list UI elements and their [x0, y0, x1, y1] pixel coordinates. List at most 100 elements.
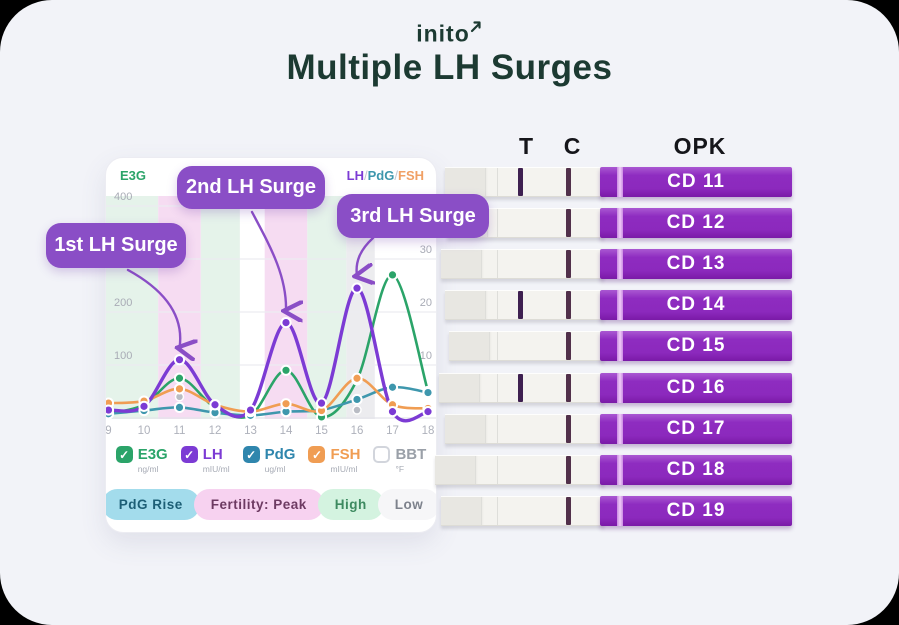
- opk-header-t-line: T: [518, 133, 534, 159]
- x-axis-tick: 9: [106, 425, 112, 437]
- x-axis-tick: 15: [315, 425, 328, 437]
- x-axis-tick: 18: [422, 425, 435, 437]
- cassette-window-edge: [497, 168, 498, 196]
- status-tag-fertility-peak: Fertility: Peak: [193, 489, 324, 520]
- cassette-window-edge: [497, 291, 498, 320]
- opk-strip-cd-18: CD 18: [0, 454, 899, 485]
- cycle-day-label: CD 18: [666, 458, 726, 480]
- banner-highlight-stripe: [617, 454, 623, 485]
- fertility-status-tags: PdG Rise Fertility: Peak High Low: [106, 489, 436, 520]
- cycle-day-banner: CD 18: [600, 454, 792, 485]
- fertility-band-high: [307, 196, 347, 419]
- right-axis-lh: LH: [346, 168, 365, 183]
- inito-logo: inito: [0, 20, 899, 48]
- cycle-day-label: CD 16: [666, 376, 726, 398]
- cassette-window-edge: [497, 332, 498, 361]
- control-line: [566, 291, 571, 320]
- checked-checkbox-pdg[interactable]: ✓: [242, 446, 260, 463]
- legend-label: BBT: [395, 446, 427, 463]
- callout-first-lh-surge: 1st LH Surge: [46, 223, 186, 268]
- legend-item-bbt: BBT °F: [373, 446, 426, 474]
- x-axis-tick: 13: [244, 425, 257, 437]
- checked-checkbox-lh[interactable]: ✓: [180, 446, 198, 463]
- x-axis-tick: 11: [174, 425, 186, 437]
- cycle-day-label: CD 15: [666, 335, 726, 357]
- control-line: [566, 496, 571, 525]
- data-point-lh-cd13: [244, 404, 257, 416]
- banner-highlight-stripe: [617, 372, 623, 403]
- control-line: [566, 250, 571, 279]
- cycle-day-banner: CD 11: [600, 167, 792, 197]
- opk-header-title: OPK: [673, 133, 727, 159]
- legend-label: PdG: [264, 446, 296, 463]
- legend-unit: mIU/ml: [202, 464, 230, 474]
- legend-item-e3g: ✓ E3G ng/ml: [115, 446, 168, 474]
- control-line: [566, 209, 571, 238]
- cycle-day-banner: CD 14: [600, 290, 792, 321]
- right-axis-pdg: PdG: [367, 168, 395, 183]
- cycle-day-banner: CD 13: [600, 249, 792, 280]
- control-line: [566, 332, 571, 361]
- legend-unit: ng/ml: [137, 464, 159, 474]
- legend-unit: ug/ml: [264, 464, 286, 474]
- arrow-third-lh-surge: [357, 236, 373, 276]
- x-axis-tick: 12: [209, 425, 222, 437]
- arrow-first-lh-surge: [126, 268, 180, 348]
- cycle-day-banner: CD 19: [600, 495, 792, 526]
- cassette-window-edge: [481, 496, 482, 525]
- data-point-pdg-cd16: [351, 393, 363, 406]
- legend-label: FSH: [330, 446, 361, 463]
- legend-label: E3G: [137, 446, 168, 463]
- control-line: [566, 168, 571, 196]
- banner-highlight-stripe: [617, 331, 623, 362]
- control-line: [566, 455, 571, 484]
- left-axis-tick: 200: [114, 297, 132, 309]
- control-line: [566, 414, 571, 443]
- unchecked-checkbox-bbt[interactable]: [373, 446, 391, 463]
- cassette-window-edge: [485, 168, 486, 196]
- data-point-lh-cd9: [106, 404, 115, 416]
- legend-item-lh: ✓ LH mIU/ml: [180, 446, 230, 474]
- banner-highlight-stripe: [617, 413, 623, 444]
- cassette-window-edge: [497, 209, 498, 238]
- opk-header-c-line: C: [563, 133, 581, 159]
- logo-arrow-icon: [470, 21, 481, 33]
- cycle-day-label: CD 14: [666, 294, 726, 316]
- cassette-window-edge: [489, 332, 490, 361]
- arrow-second-lh-surge: [250, 210, 286, 311]
- banner-highlight-stripe: [617, 495, 623, 526]
- cycle-day-label: CD 11: [667, 171, 725, 192]
- cycle-day-banner: CD 12: [600, 208, 792, 239]
- x-axis-tick: 10: [138, 425, 151, 437]
- test-strip-cassette: [445, 413, 604, 444]
- right-axis-tick: 10: [420, 350, 432, 362]
- banner-highlight-stripe: [617, 208, 623, 239]
- test-strip-cassette: [435, 454, 604, 485]
- checked-checkbox-fsh[interactable]: ✓: [308, 446, 326, 463]
- cycle-day-label: CD 13: [666, 253, 726, 275]
- x-axis-tick: 14: [280, 425, 293, 437]
- series-line-fsh: [107, 376, 430, 413]
- cassette-window-edge: [485, 291, 486, 320]
- legend-unit: °F: [395, 464, 405, 474]
- right-axis-tick: 30: [420, 244, 432, 256]
- callout-third-lh-surge: 3rd LH Surge: [337, 194, 489, 238]
- left-axis-title: E3G: [120, 168, 147, 183]
- test-strip-cassette: [445, 290, 604, 321]
- legend-item-fsh: ✓ FSH mIU/ml: [308, 446, 360, 474]
- data-point-fsh-cd14: [280, 398, 292, 410]
- cycle-day-banner: CD 17: [600, 413, 792, 444]
- data-point-e3g-cd17: [386, 269, 399, 281]
- fertility-band-high: [200, 196, 240, 419]
- cycle-day-label: CD 17: [666, 417, 726, 439]
- cassette-window-edge: [497, 414, 498, 443]
- callout-second-lh-surge: 2nd LH Surge: [177, 166, 325, 209]
- checked-checkbox-e3g[interactable]: ✓: [115, 446, 133, 463]
- banner-highlight-stripe: [617, 167, 623, 197]
- data-point-lh-cd10: [138, 400, 150, 412]
- data-point-pdg-cd18: [422, 386, 434, 399]
- cassette-window-edge: [481, 250, 482, 279]
- status-tag-pdg-rise: PdG Rise: [106, 489, 200, 520]
- x-axis-tick: 16: [351, 425, 364, 437]
- right-axis-fsh: FSH: [398, 168, 424, 183]
